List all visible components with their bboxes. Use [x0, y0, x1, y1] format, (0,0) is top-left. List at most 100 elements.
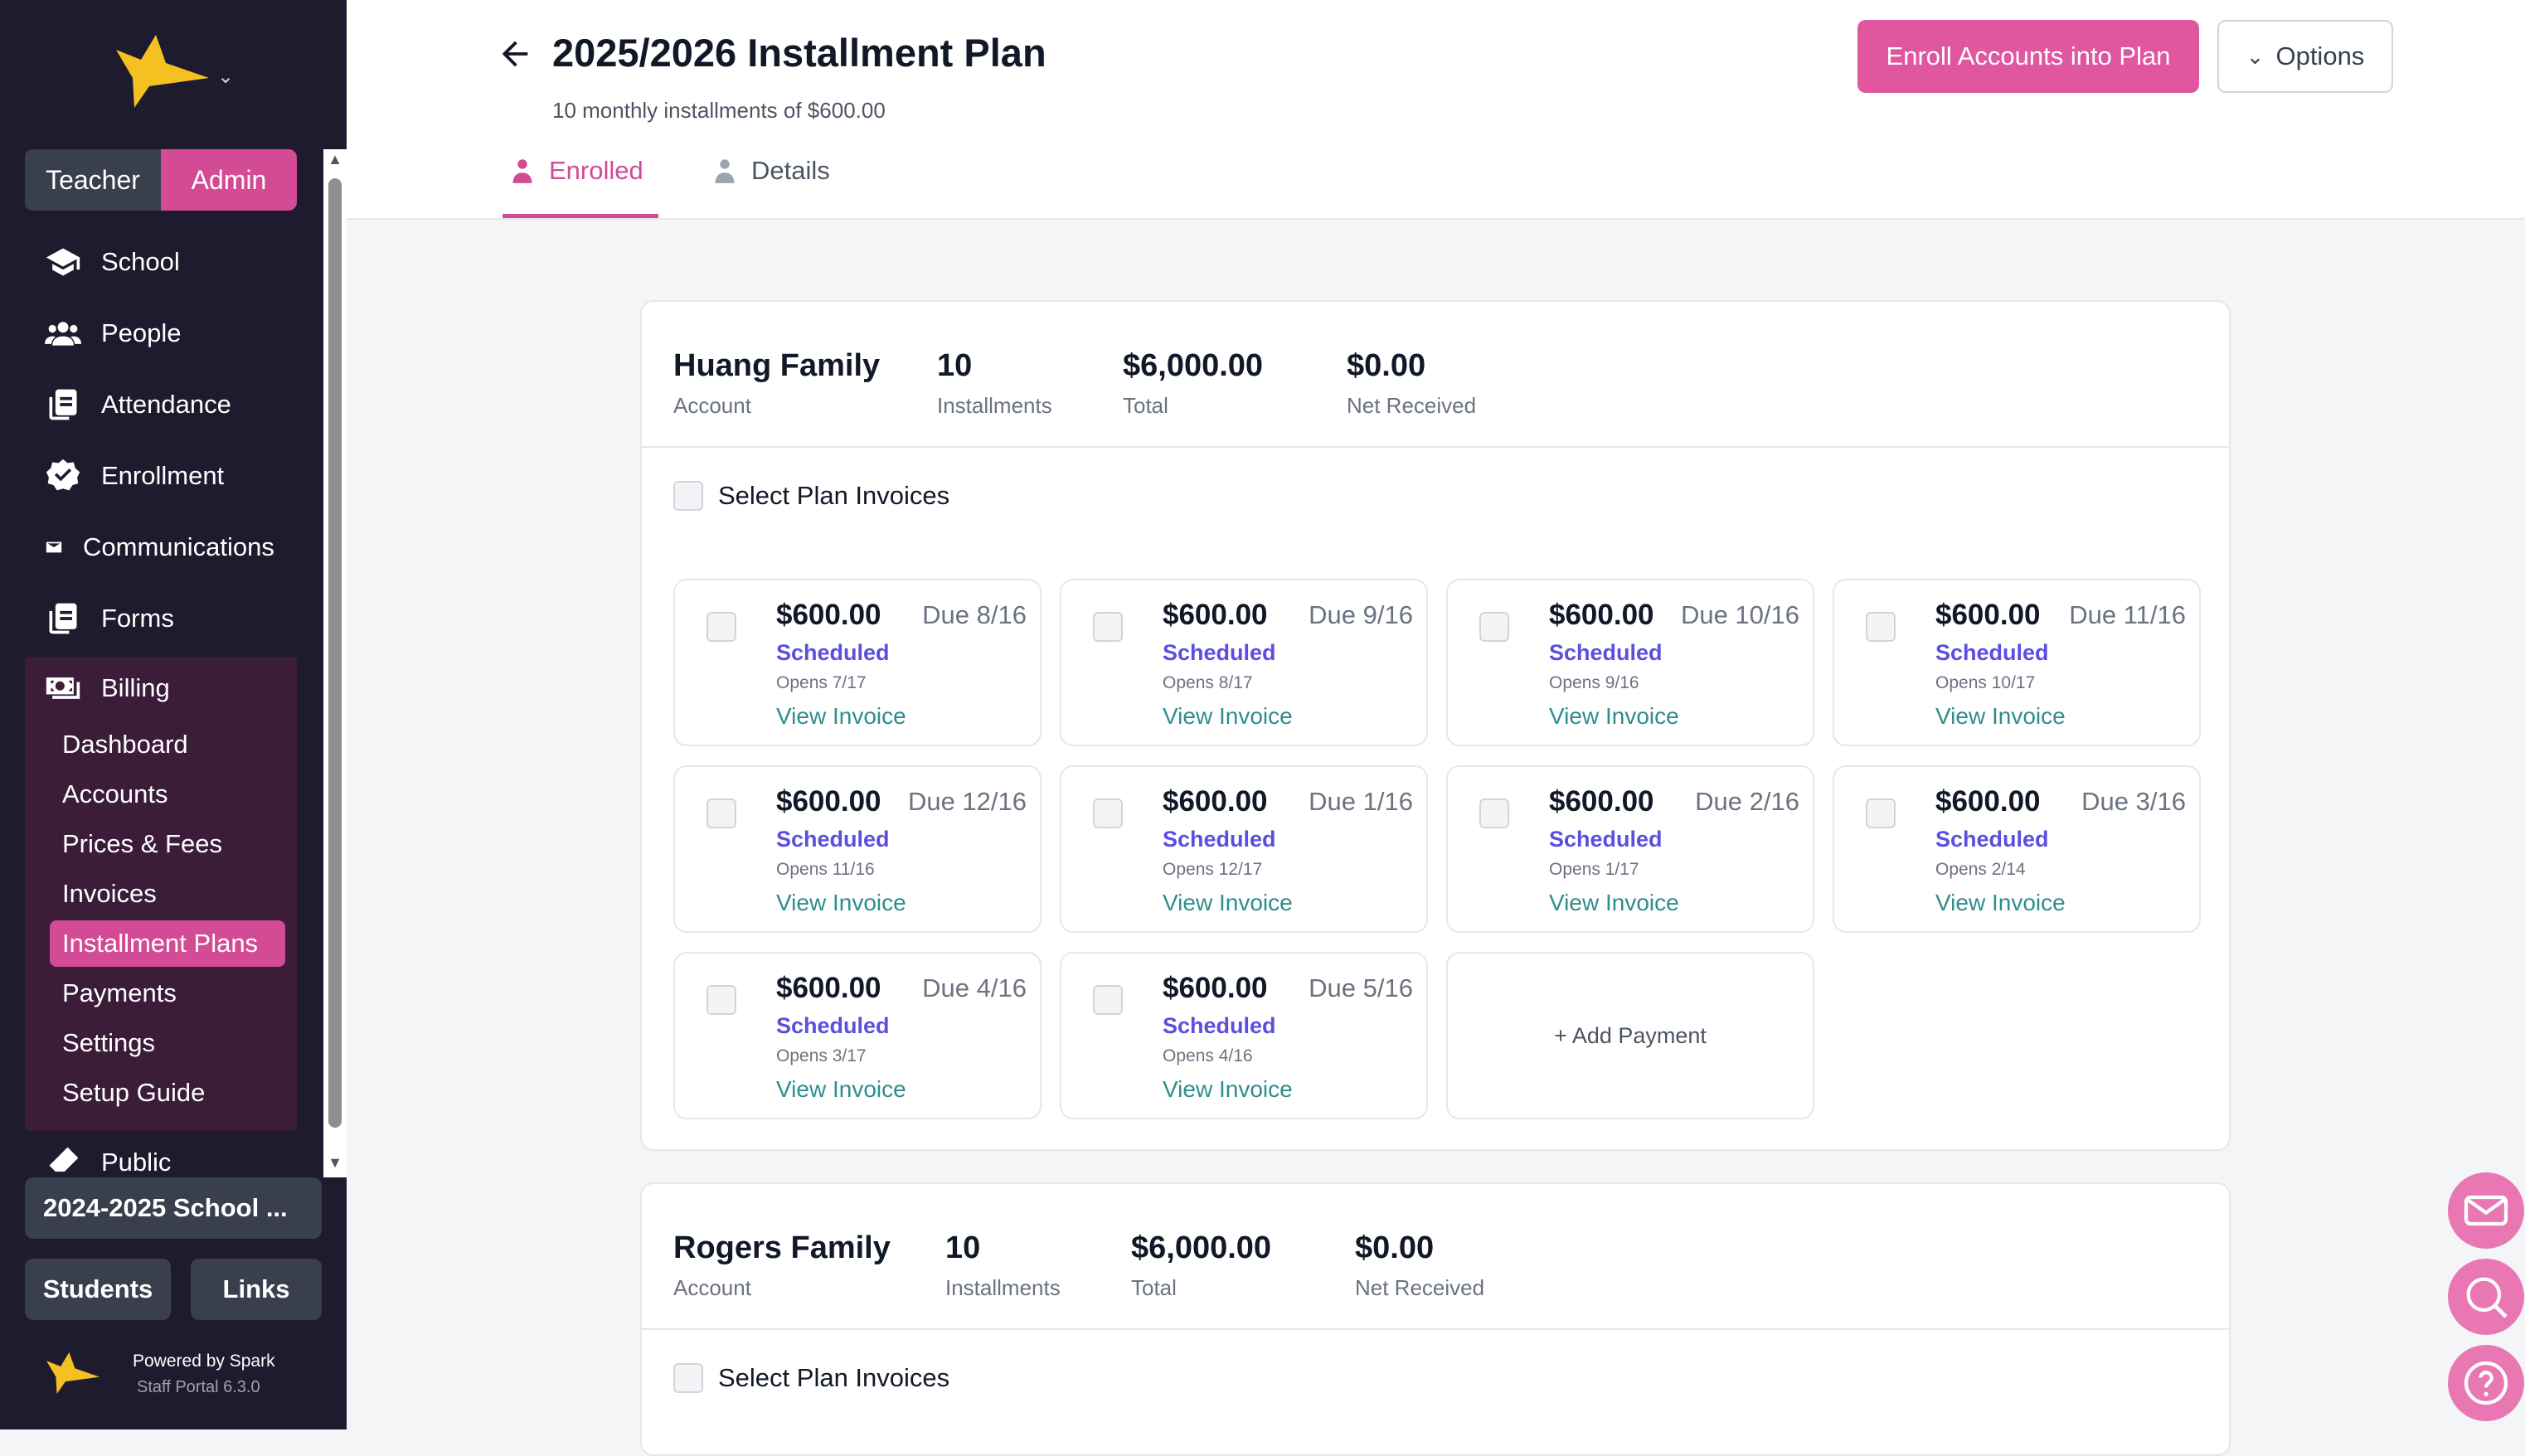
- billing-item-prices-fees[interactable]: Prices & Fees: [62, 829, 222, 858]
- eraser-icon: [49, 1147, 79, 1172]
- billing-item-invoices[interactable]: Invoices: [62, 879, 157, 908]
- view-invoice-link[interactable]: View Invoice: [1935, 703, 2066, 729]
- scroll-down-icon[interactable]: ▼: [328, 1154, 342, 1171]
- select-plan-invoices[interactable]: Select Plan Invoices: [673, 1363, 949, 1393]
- nav-item-public[interactable]: Public: [45, 1144, 171, 1181]
- tab-enrolled[interactable]: Enrolled: [511, 154, 643, 187]
- messages-button[interactable]: [2448, 1172, 2524, 1249]
- users-icon: [45, 322, 81, 346]
- installment-amount: $600.00: [776, 599, 881, 631]
- nav-item-forms[interactable]: Forms: [45, 594, 174, 643]
- installment-card: $600.00 Due 1/16 Scheduled Opens 12/17 V…: [1060, 765, 1428, 933]
- spark-logo-icon[interactable]: [116, 35, 209, 108]
- installment-status: Scheduled: [1163, 827, 1276, 852]
- installment-card: $600.00 Due 11/16 Scheduled Opens 10/17 …: [1833, 579, 2201, 746]
- nav-label-enrollment: Enrollment: [101, 461, 225, 490]
- installment-status: Scheduled: [1163, 1013, 1276, 1038]
- version-text: Staff Portal 6.3.0: [137, 1378, 260, 1396]
- nav-item-school[interactable]: School: [45, 237, 180, 287]
- options-button[interactable]: ⌄ Options: [2217, 20, 2393, 93]
- installment-checkbox[interactable]: [1093, 612, 1123, 642]
- account-card-rogers: Rogers Family Account 10 Installments $6…: [640, 1182, 2231, 1456]
- total-label: Total: [1131, 1275, 1177, 1300]
- view-invoice-link[interactable]: View Invoice: [1549, 890, 1679, 915]
- installment-card: $600.00 Due 4/16 Scheduled Opens 3/17 Vi…: [673, 952, 1042, 1119]
- chevron-down-icon: ⌄: [2246, 43, 2265, 69]
- role-admin-button[interactable]: Admin: [161, 149, 297, 211]
- installment-due: Due 3/16: [2081, 787, 2186, 816]
- installment-amount: $600.00: [1549, 785, 1654, 818]
- installment-checkbox[interactable]: [1479, 612, 1509, 642]
- role-teacher-button[interactable]: Teacher: [25, 149, 161, 211]
- billing-item-setup-guide[interactable]: Setup Guide: [62, 1078, 206, 1107]
- net-received-label: Net Received: [1355, 1275, 1485, 1300]
- installment-amount: $600.00: [1935, 785, 2041, 818]
- installment-card: $600.00 Due 10/16 Scheduled Opens 9/16 V…: [1446, 579, 1814, 746]
- installment-checkbox[interactable]: [1093, 985, 1123, 1015]
- view-invoice-link[interactable]: View Invoice: [1163, 890, 1293, 915]
- search-button[interactable]: [2448, 1259, 2524, 1335]
- installment-checkbox[interactable]: [707, 798, 736, 828]
- installment-due: Due 5/16: [1309, 973, 1413, 1002]
- nav-label-billing: Billing: [101, 673, 170, 702]
- view-invoice-link[interactable]: View Invoice: [1163, 703, 1293, 729]
- billing-item-payments[interactable]: Payments: [62, 978, 177, 1007]
- installment-checkbox[interactable]: [1866, 612, 1896, 642]
- enroll-accounts-button[interactable]: Enroll Accounts into Plan: [1857, 20, 2199, 93]
- nav-item-attendance[interactable]: Attendance: [45, 380, 231, 430]
- nav-item-billing[interactable]: Billing: [45, 663, 170, 713]
- installment-checkbox[interactable]: [1866, 798, 1896, 828]
- billing-item-settings[interactable]: Settings: [62, 1028, 156, 1057]
- installment-status: Scheduled: [1935, 827, 2049, 852]
- installment-checkbox[interactable]: [707, 985, 736, 1015]
- chevron-down-icon[interactable]: ⌄: [217, 66, 235, 88]
- installment-due: Due 2/16: [1695, 787, 1799, 816]
- account-name-label: Account: [673, 393, 751, 418]
- installment-amount: $600.00: [776, 972, 881, 1004]
- nav-item-enrollment[interactable]: Enrollment: [45, 451, 224, 501]
- nav-item-communications[interactable]: Communications: [45, 522, 274, 572]
- tab-details[interactable]: Details: [713, 154, 830, 187]
- tab-details-label: Details: [751, 156, 830, 185]
- billing-item-dashboard[interactable]: Dashboard: [62, 730, 188, 759]
- students-button[interactable]: Students: [25, 1259, 171, 1320]
- installment-checkbox[interactable]: [707, 612, 736, 642]
- total-value: $6,000.00: [1123, 348, 1264, 383]
- billing-item-installment-plans[interactable]: Installment Plans: [50, 920, 285, 967]
- installment-checkbox[interactable]: [1093, 798, 1123, 828]
- active-tab-indicator: [503, 214, 658, 218]
- add-payment-button[interactable]: + Add Payment: [1446, 952, 1814, 1119]
- links-button[interactable]: Links: [191, 1259, 322, 1320]
- view-invoice-link[interactable]: View Invoice: [776, 1076, 906, 1102]
- back-arrow-icon[interactable]: [496, 35, 534, 73]
- installment-card: $600.00 Due 9/16 Scheduled Opens 8/17 Vi…: [1060, 579, 1428, 746]
- money-icon: [46, 677, 80, 699]
- scroll-up-icon[interactable]: ▲: [328, 151, 342, 167]
- installment-status: Scheduled: [1163, 640, 1276, 665]
- view-invoice-link[interactable]: View Invoice: [776, 890, 906, 915]
- school-year-selector[interactable]: 2024-2025 School ...: [25, 1177, 322, 1239]
- installment-due: Due 11/16: [2069, 600, 2186, 629]
- installment-opens: Opens 4/16: [1163, 1046, 1253, 1065]
- view-invoice-link[interactable]: View Invoice: [1549, 703, 1679, 729]
- billing-item-accounts[interactable]: Accounts: [62, 779, 168, 808]
- installment-opens: Opens 12/17: [1163, 860, 1263, 879]
- select-all-checkbox[interactable]: [673, 1363, 703, 1393]
- help-button[interactable]: [2448, 1345, 2524, 1421]
- select-plan-invoices-label: Select Plan Invoices: [718, 1363, 950, 1392]
- select-plan-invoices[interactable]: Select Plan Invoices: [673, 481, 949, 511]
- view-invoice-link[interactable]: View Invoice: [1935, 890, 2066, 915]
- installment-due: Due 12/16: [907, 787, 1027, 816]
- sidebar-scrollbar-thumb[interactable]: [328, 178, 342, 1128]
- account-card-header: Rogers Family Account 10 Installments $6…: [642, 1184, 2229, 1330]
- select-all-checkbox[interactable]: [673, 481, 703, 511]
- installment-due: Due 8/16: [922, 600, 1027, 629]
- view-invoice-link[interactable]: View Invoice: [776, 703, 906, 729]
- installment-due: Due 10/16: [1680, 600, 1799, 629]
- view-invoice-link[interactable]: View Invoice: [1163, 1076, 1293, 1102]
- nav-item-people[interactable]: People: [45, 308, 182, 358]
- installments-label: Installments: [937, 393, 1052, 418]
- installments-count: 10: [945, 1230, 981, 1265]
- installment-checkbox[interactable]: [1479, 798, 1509, 828]
- installment-card: $600.00 Due 8/16 Scheduled Opens 7/17 Vi…: [673, 579, 1042, 746]
